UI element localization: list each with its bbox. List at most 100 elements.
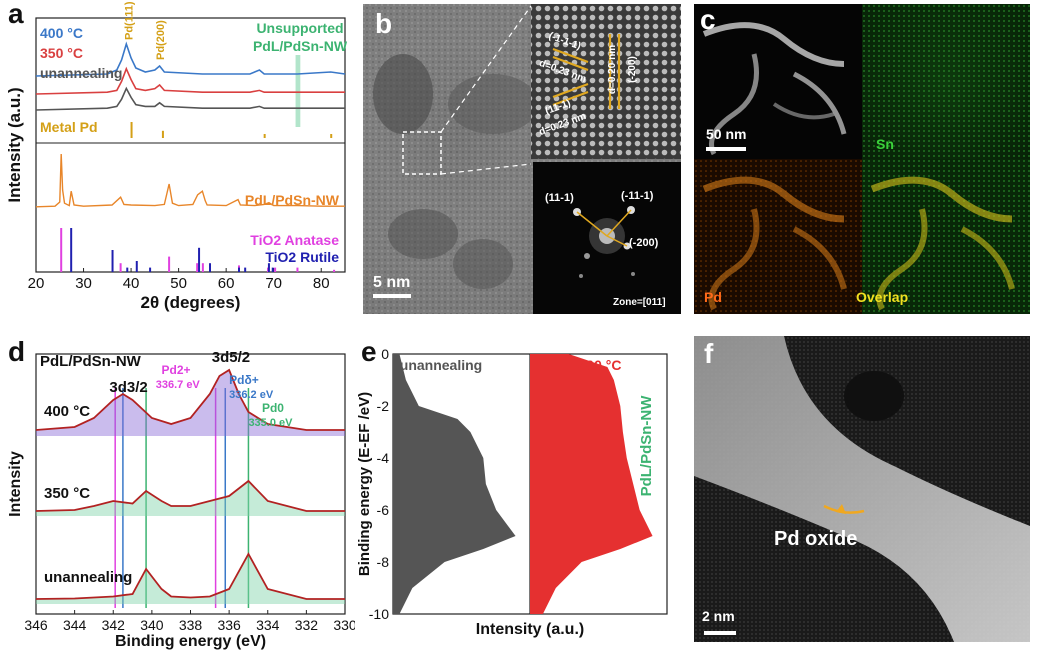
x-axis-label: Intensity (a.u.) xyxy=(476,621,584,638)
xps-fill-1 xyxy=(36,481,345,516)
series-label: unannealing xyxy=(44,569,132,586)
xrd-line-1 xyxy=(35,66,345,95)
series-label: 400 °C xyxy=(40,25,83,41)
xps-line-0 xyxy=(35,368,345,431)
peak-value: 336.7 eV xyxy=(156,379,201,391)
x-axis-label: 2θ (degrees) xyxy=(141,293,241,312)
x-tick-label: 336 xyxy=(217,617,241,633)
overlap-map xyxy=(862,159,1030,314)
vb-area-0 xyxy=(393,354,516,614)
xrd-line-0 xyxy=(35,41,346,77)
peak-label: Pd(111) xyxy=(124,1,136,40)
haadf-texture-f xyxy=(694,336,1030,642)
pd-oxide-label: Pd oxide xyxy=(774,528,858,550)
unsupported-label: Unsupported xyxy=(256,20,343,36)
x-tick-label: 346 xyxy=(24,617,48,633)
unsupported-band xyxy=(295,55,301,127)
series-label: 350 °C xyxy=(40,45,83,61)
xrd-line-2 xyxy=(35,86,345,111)
panel-label-d: d xyxy=(8,336,26,367)
scale-bar-f xyxy=(704,631,736,635)
x-tick-label: 344 xyxy=(63,617,87,633)
xps-chart: 346 344 342 340 338 336 334 332 330 Binding energ… xyxy=(7,349,355,650)
scale-label-f: 2 nm xyxy=(702,608,735,624)
panel-label-a: a xyxy=(8,0,24,29)
y-axis-label: Intensity (a.u.) xyxy=(5,87,24,202)
series-label: PdL/PdSn-NW xyxy=(245,192,340,208)
x-tick-label: 40 xyxy=(123,275,140,292)
chart-title: PdL/PdSn-NW xyxy=(40,353,142,370)
y-tick-label: -2 xyxy=(377,398,390,414)
series-label: Metal Pd xyxy=(40,119,98,135)
fft-spot-2: (-11-1) xyxy=(621,190,654,202)
peak-value: 336.2 eV xyxy=(229,389,274,401)
y-tick-label: -8 xyxy=(377,554,390,570)
x-tick-label: 330 xyxy=(333,617,355,633)
panel-label-c: c xyxy=(700,4,716,35)
peak-label: Pd2+ xyxy=(162,363,191,377)
series-label: TiO2 Anatase xyxy=(250,232,339,248)
panel-label-b: b xyxy=(375,8,393,39)
y-tick-label: -4 xyxy=(377,450,390,466)
series-label: unannealing xyxy=(40,65,122,81)
y-tick-label: -10 xyxy=(369,606,389,622)
tem-image: (-1-1-1) d=0.23 nm (11-1) d=0.23 nm d=0.… xyxy=(363,4,681,314)
sn-texture xyxy=(862,4,1030,159)
peak-label: Pdδ+ xyxy=(229,373,259,387)
series-label: unannealing xyxy=(400,357,482,373)
series-label: TiO2 Rutile xyxy=(265,249,339,265)
x-tick-label: 332 xyxy=(295,617,319,633)
x-tick-label: 50 xyxy=(170,275,187,292)
haadf-image-f xyxy=(694,336,1030,642)
series-label: 400 °C xyxy=(579,357,622,373)
hrtem-inset xyxy=(531,4,681,159)
fft-spot-3: (-200) xyxy=(629,237,659,249)
peak-label: Pd0 xyxy=(262,401,284,415)
overlap-texture xyxy=(862,159,1030,314)
lattice-label-5: d=0.20 nm xyxy=(607,44,619,95)
xps-line-2 xyxy=(35,552,345,600)
sn-label: Sn xyxy=(876,136,894,152)
xps-fill-0 xyxy=(36,370,345,436)
panel-b: (-1-1-1) d=0.23 nm (11-1) d=0.23 nm d=0.… xyxy=(363,4,681,314)
y-tick-label: 0 xyxy=(381,346,389,362)
x-tick-label: 340 xyxy=(140,617,164,633)
x-tick-label: 338 xyxy=(179,617,203,633)
x-tick-label: 30 xyxy=(75,275,92,292)
peak-label: Pd(200) xyxy=(155,20,167,60)
sample-label: PdL/PdSn-NW xyxy=(638,395,655,497)
y-axis-label: Binding energy (E-EF /eV) xyxy=(356,392,373,576)
tem-texture xyxy=(363,4,681,314)
peak-label: 3d3/2 xyxy=(109,379,147,396)
series-label: 400 °C xyxy=(44,403,90,420)
panel-f: Pd oxide 2 nm f xyxy=(694,336,1030,642)
lattice-label-6: (-200) xyxy=(626,56,638,83)
peak-value: 335.0 eV xyxy=(248,417,293,429)
x-tick-label: 20 xyxy=(28,275,45,292)
y-tick-label: -6 xyxy=(377,502,390,518)
xps-fill-2 xyxy=(36,554,345,604)
fft-spot-1: (11-1) xyxy=(545,192,574,204)
overlap-label: Overlap xyxy=(856,289,909,305)
panel-a: a 20 30 40 50 60 70 80 2θ (degrees) Intensity (a… xyxy=(0,0,355,330)
scale-bar-c xyxy=(706,147,746,151)
pd-texture xyxy=(694,159,862,314)
pd-label: Pd xyxy=(704,289,722,305)
panel-d: d 346 344 342 340 338 336 334 332 330 Binding ene… xyxy=(0,336,355,658)
series-label: 350 °C xyxy=(44,485,90,502)
xrd-line-nw xyxy=(35,153,345,208)
fft-zone: Zone=[011] xyxy=(613,297,666,308)
scale-label-b: 5 nm xyxy=(373,274,411,291)
panel-e: e 0 -2 -4 -6 -8 -10 Binding energy (E-EF /eV) I… xyxy=(355,336,685,658)
panel-label-f: f xyxy=(704,338,714,369)
haadf-texture xyxy=(702,22,847,156)
sn-map xyxy=(862,4,1030,159)
haadf-map xyxy=(694,4,862,159)
x-tick-label: 70 xyxy=(265,275,282,292)
x-tick-label: 342 xyxy=(102,617,126,633)
x-tick-label: 60 xyxy=(218,275,235,292)
plot-frame xyxy=(35,17,346,273)
x-tick-label: 80 xyxy=(313,275,330,292)
xrd-chart: 20 30 40 50 60 70 80 2θ (degrees) Intensity (a.u… xyxy=(5,1,348,312)
panel-label-e: e xyxy=(361,336,377,367)
